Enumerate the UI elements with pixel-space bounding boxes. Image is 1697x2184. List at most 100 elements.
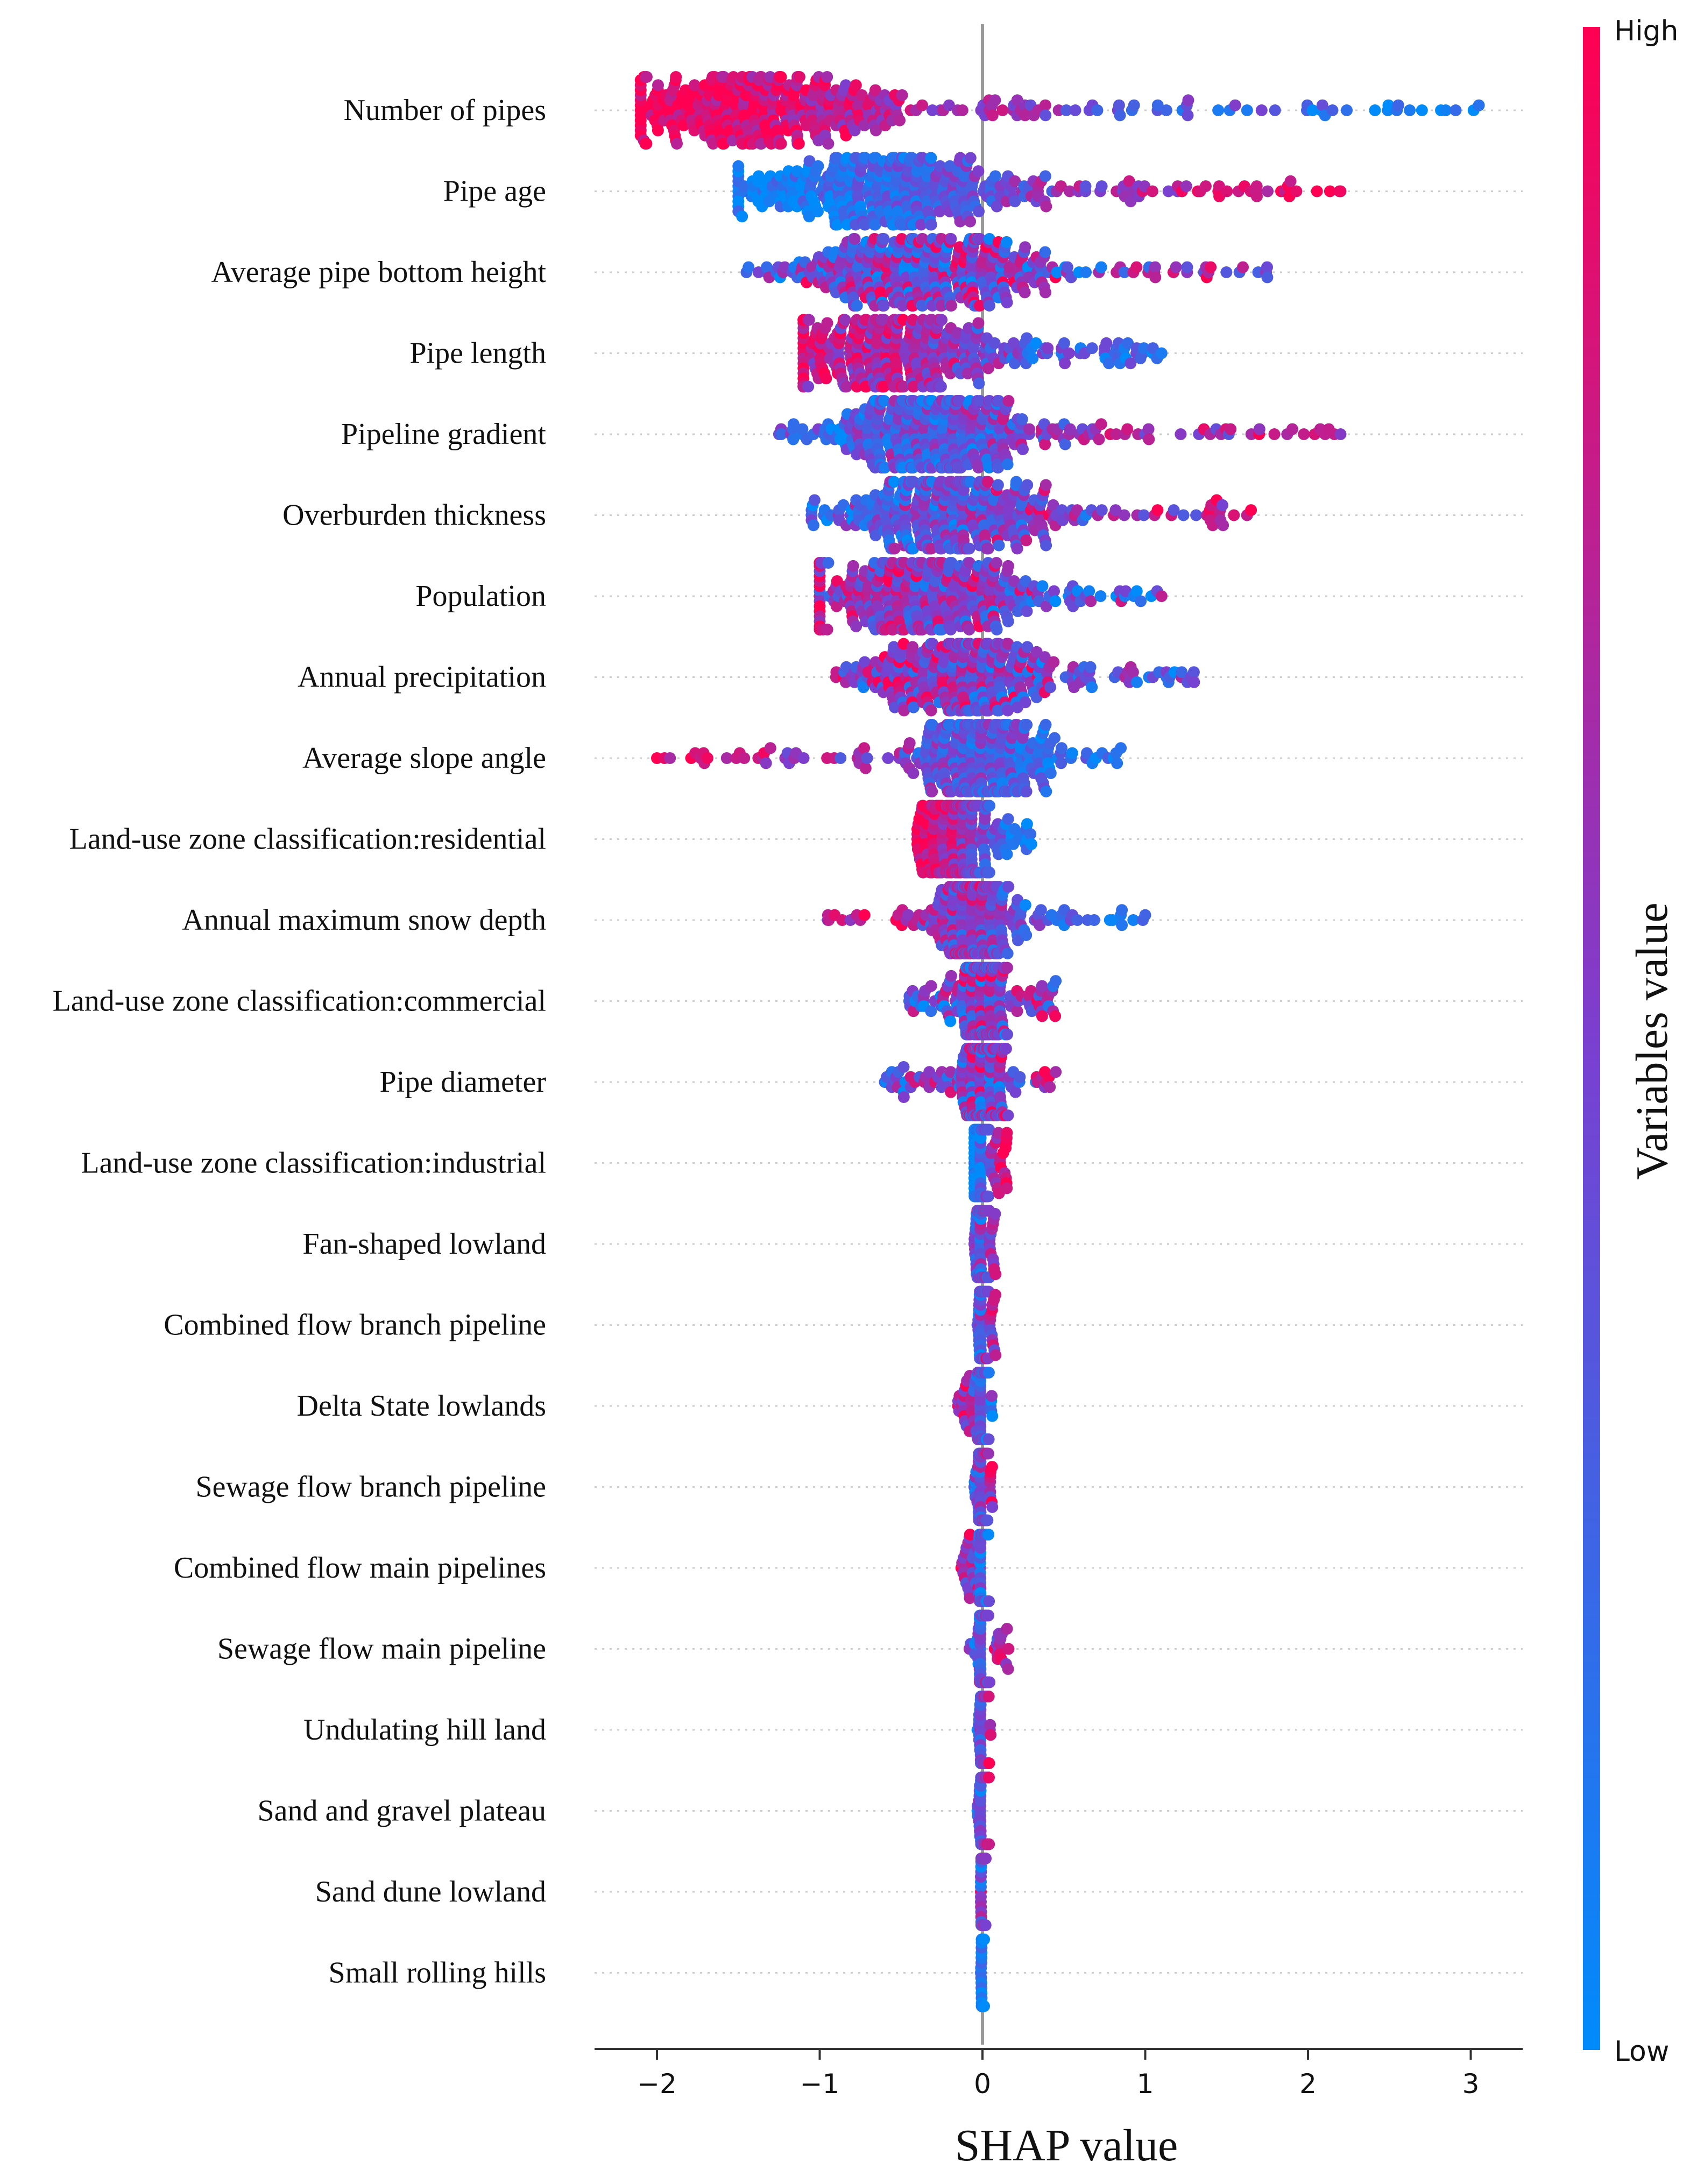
shap-point bbox=[1044, 681, 1057, 694]
shap-point bbox=[764, 742, 776, 754]
shap-point bbox=[991, 624, 1003, 635]
shap-point bbox=[907, 641, 919, 653]
shap-point bbox=[1123, 175, 1135, 187]
shap-point bbox=[961, 367, 974, 379]
shap-point bbox=[986, 109, 999, 122]
shap-point bbox=[1103, 357, 1115, 370]
shap-point bbox=[652, 124, 664, 137]
shap-point bbox=[1001, 458, 1014, 471]
shap-point bbox=[1019, 241, 1031, 253]
shap-point bbox=[1217, 519, 1229, 532]
shap-point bbox=[1059, 357, 1071, 370]
shap-point bbox=[820, 372, 832, 385]
shap-point bbox=[1039, 170, 1051, 182]
shap-point bbox=[1091, 104, 1104, 116]
shap-point bbox=[1055, 757, 1067, 769]
shap-point bbox=[1025, 838, 1037, 850]
shap-point bbox=[760, 757, 772, 769]
shap-point bbox=[1311, 185, 1323, 197]
shap-point bbox=[1125, 357, 1137, 370]
shap-point bbox=[1020, 534, 1033, 547]
shap-point bbox=[1334, 428, 1347, 440]
shap-point bbox=[1290, 185, 1303, 197]
shap-point bbox=[1114, 109, 1126, 122]
shap-point bbox=[803, 314, 815, 326]
shap-point bbox=[1021, 719, 1033, 731]
shap-point bbox=[1084, 661, 1097, 673]
shap-point bbox=[882, 752, 894, 764]
shap-point bbox=[849, 124, 861, 137]
shap-point bbox=[1039, 438, 1051, 450]
shap-point bbox=[812, 205, 824, 217]
shap-point bbox=[964, 215, 977, 228]
shap-point bbox=[1155, 347, 1168, 359]
shap-point bbox=[1220, 266, 1233, 278]
shap-point bbox=[1139, 909, 1151, 921]
shap-point bbox=[1009, 195, 1021, 208]
shap-point bbox=[1113, 99, 1125, 111]
shap-point bbox=[1326, 104, 1339, 116]
shap-point bbox=[943, 99, 955, 111]
shap-point bbox=[1118, 509, 1130, 521]
shap-point bbox=[964, 476, 977, 488]
shap-point bbox=[1042, 342, 1054, 355]
shap-point bbox=[1404, 104, 1416, 116]
shap-point bbox=[907, 767, 920, 779]
shap-point bbox=[1011, 542, 1023, 555]
shap-point bbox=[1261, 261, 1273, 273]
shap-point bbox=[1190, 509, 1203, 521]
shap-point bbox=[1007, 337, 1020, 349]
shap-point bbox=[797, 752, 810, 764]
shap-point bbox=[1151, 99, 1164, 111]
shap-point bbox=[1069, 104, 1081, 116]
shap-point bbox=[870, 124, 882, 137]
shap-point bbox=[972, 317, 985, 329]
shap-point bbox=[821, 624, 833, 635]
shap-point bbox=[1245, 504, 1257, 517]
shap-point bbox=[803, 155, 816, 167]
shap-point bbox=[1023, 423, 1035, 435]
shap-point bbox=[973, 205, 985, 217]
shap-point bbox=[1055, 180, 1067, 193]
shap-point bbox=[963, 542, 975, 555]
shap-point bbox=[878, 300, 890, 312]
shap-point bbox=[989, 1268, 1002, 1281]
shap-point bbox=[1058, 337, 1070, 349]
shap-point bbox=[1127, 914, 1140, 926]
shap-point bbox=[847, 560, 859, 572]
shap-point bbox=[1142, 423, 1155, 435]
shap-point bbox=[1020, 929, 1033, 941]
shap-point bbox=[869, 218, 881, 231]
shap-point bbox=[839, 314, 851, 326]
shap-point bbox=[1205, 261, 1217, 273]
shap-point bbox=[888, 476, 900, 488]
shap-point bbox=[1079, 180, 1092, 193]
shap-point bbox=[945, 300, 957, 312]
shap-point bbox=[992, 479, 1004, 491]
shap-point bbox=[1036, 980, 1048, 992]
shap-point bbox=[787, 418, 800, 430]
shap-point bbox=[982, 542, 994, 555]
shap-point bbox=[945, 233, 957, 245]
shap-point bbox=[1229, 99, 1241, 111]
shap-point bbox=[1009, 175, 1021, 187]
shap-point bbox=[1088, 914, 1100, 926]
shap-point bbox=[1050, 975, 1062, 987]
shap-point bbox=[993, 539, 1005, 552]
shap-point bbox=[982, 476, 994, 488]
shap-point bbox=[1177, 509, 1190, 521]
shap-point bbox=[1262, 185, 1274, 197]
shap-point bbox=[807, 519, 819, 532]
shap-point bbox=[831, 218, 844, 231]
shap-point bbox=[858, 119, 871, 132]
shap-point bbox=[925, 218, 937, 231]
shap-point bbox=[796, 423, 809, 435]
shap-point bbox=[808, 494, 821, 506]
shap-point bbox=[1298, 428, 1310, 440]
shap-point bbox=[1001, 948, 1014, 959]
shap-point bbox=[1010, 476, 1022, 488]
shap-point bbox=[989, 170, 1001, 182]
shap-point bbox=[1137, 509, 1150, 521]
shap-point bbox=[1369, 104, 1381, 116]
shap-point bbox=[894, 114, 906, 126]
